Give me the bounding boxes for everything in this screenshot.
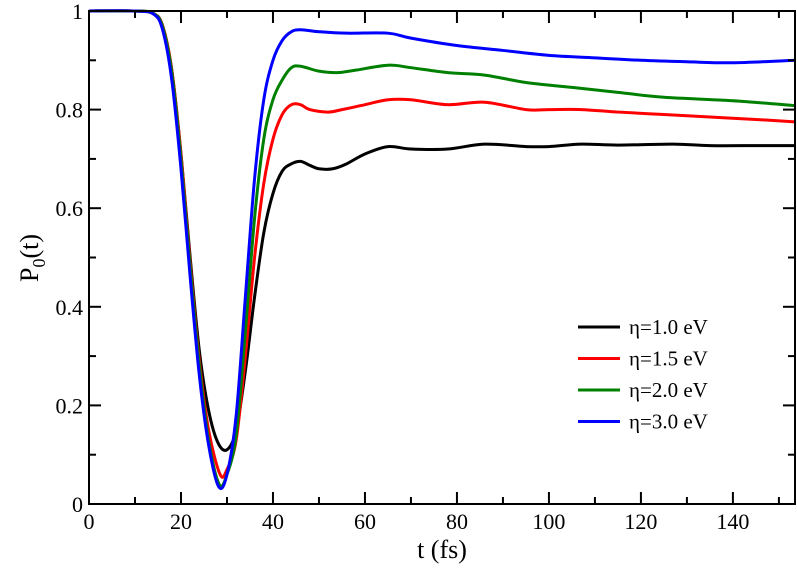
y-axis-label: P0(t) <box>15 234 49 282</box>
x-tick-label: 80 <box>446 509 468 534</box>
x-tick-label: 20 <box>170 509 192 534</box>
legend-label: η=2.0 eV <box>629 378 708 402</box>
x-tick-label: 120 <box>624 509 657 534</box>
y-tick-label: 0.6 <box>56 196 84 221</box>
y-tick-label: 0 <box>72 492 83 517</box>
y-tick-label: 0.8 <box>56 98 84 123</box>
x-tick-label: 100 <box>532 509 565 534</box>
x-tick-label: 60 <box>354 509 376 534</box>
series-line-3 <box>88 9 796 491</box>
x-tick-labels: 0 20 40 60 80 100 120 140 <box>84 509 750 534</box>
y-tick-label: 0.4 <box>56 295 84 320</box>
y-tick-labels: 0 0.2 0.4 0.6 0.8 1 <box>56 0 84 517</box>
series-lines <box>88 9 796 491</box>
x-tick-label: 0 <box>84 509 95 534</box>
y-tick-label: 0.2 <box>56 393 84 418</box>
series-line-1 <box>88 9 796 479</box>
y-tick-label: 1 <box>72 0 83 24</box>
legend-label: η=1.0 eV <box>629 315 708 339</box>
legend: η=1.0 eV η=1.5 eV η=2.0 eV η=3.0 eV <box>578 315 708 434</box>
x-tick-label: 40 <box>262 509 284 534</box>
x-axis-label: t (fs) <box>417 535 467 564</box>
x-tick-label: 140 <box>716 509 749 534</box>
legend-label: η=1.5 eV <box>629 347 708 371</box>
axis-ticks <box>88 10 795 505</box>
legend-label: η=3.0 eV <box>629 410 708 434</box>
